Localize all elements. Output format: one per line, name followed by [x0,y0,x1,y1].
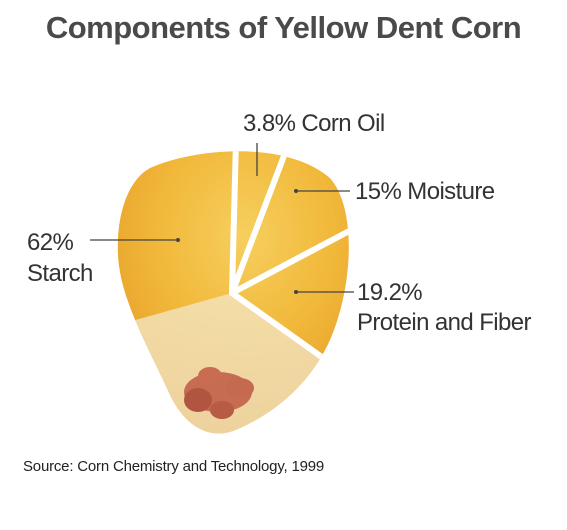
starch-percent-label: 62% [27,229,74,256]
starch-leader-dot [176,238,180,242]
chart-title: Components of Yellow Dent Corn [45,10,522,45]
protein-percent-label: 19.2% [357,279,423,306]
moisture-leader-dot [294,189,298,193]
starch-name-label: Starch [27,260,93,287]
moisture-label: 15% Moisture [355,178,495,205]
slice-separators [229,151,349,398]
source-note: Source: Corn Chemistry and Technology, 1… [23,458,325,475]
protein-leader-dot [294,290,298,294]
kernel-tip-cap [184,367,254,419]
protein-name-label: Protein and Fiber [357,309,532,336]
oil-label: 3.8% Corn Oil [243,110,385,137]
